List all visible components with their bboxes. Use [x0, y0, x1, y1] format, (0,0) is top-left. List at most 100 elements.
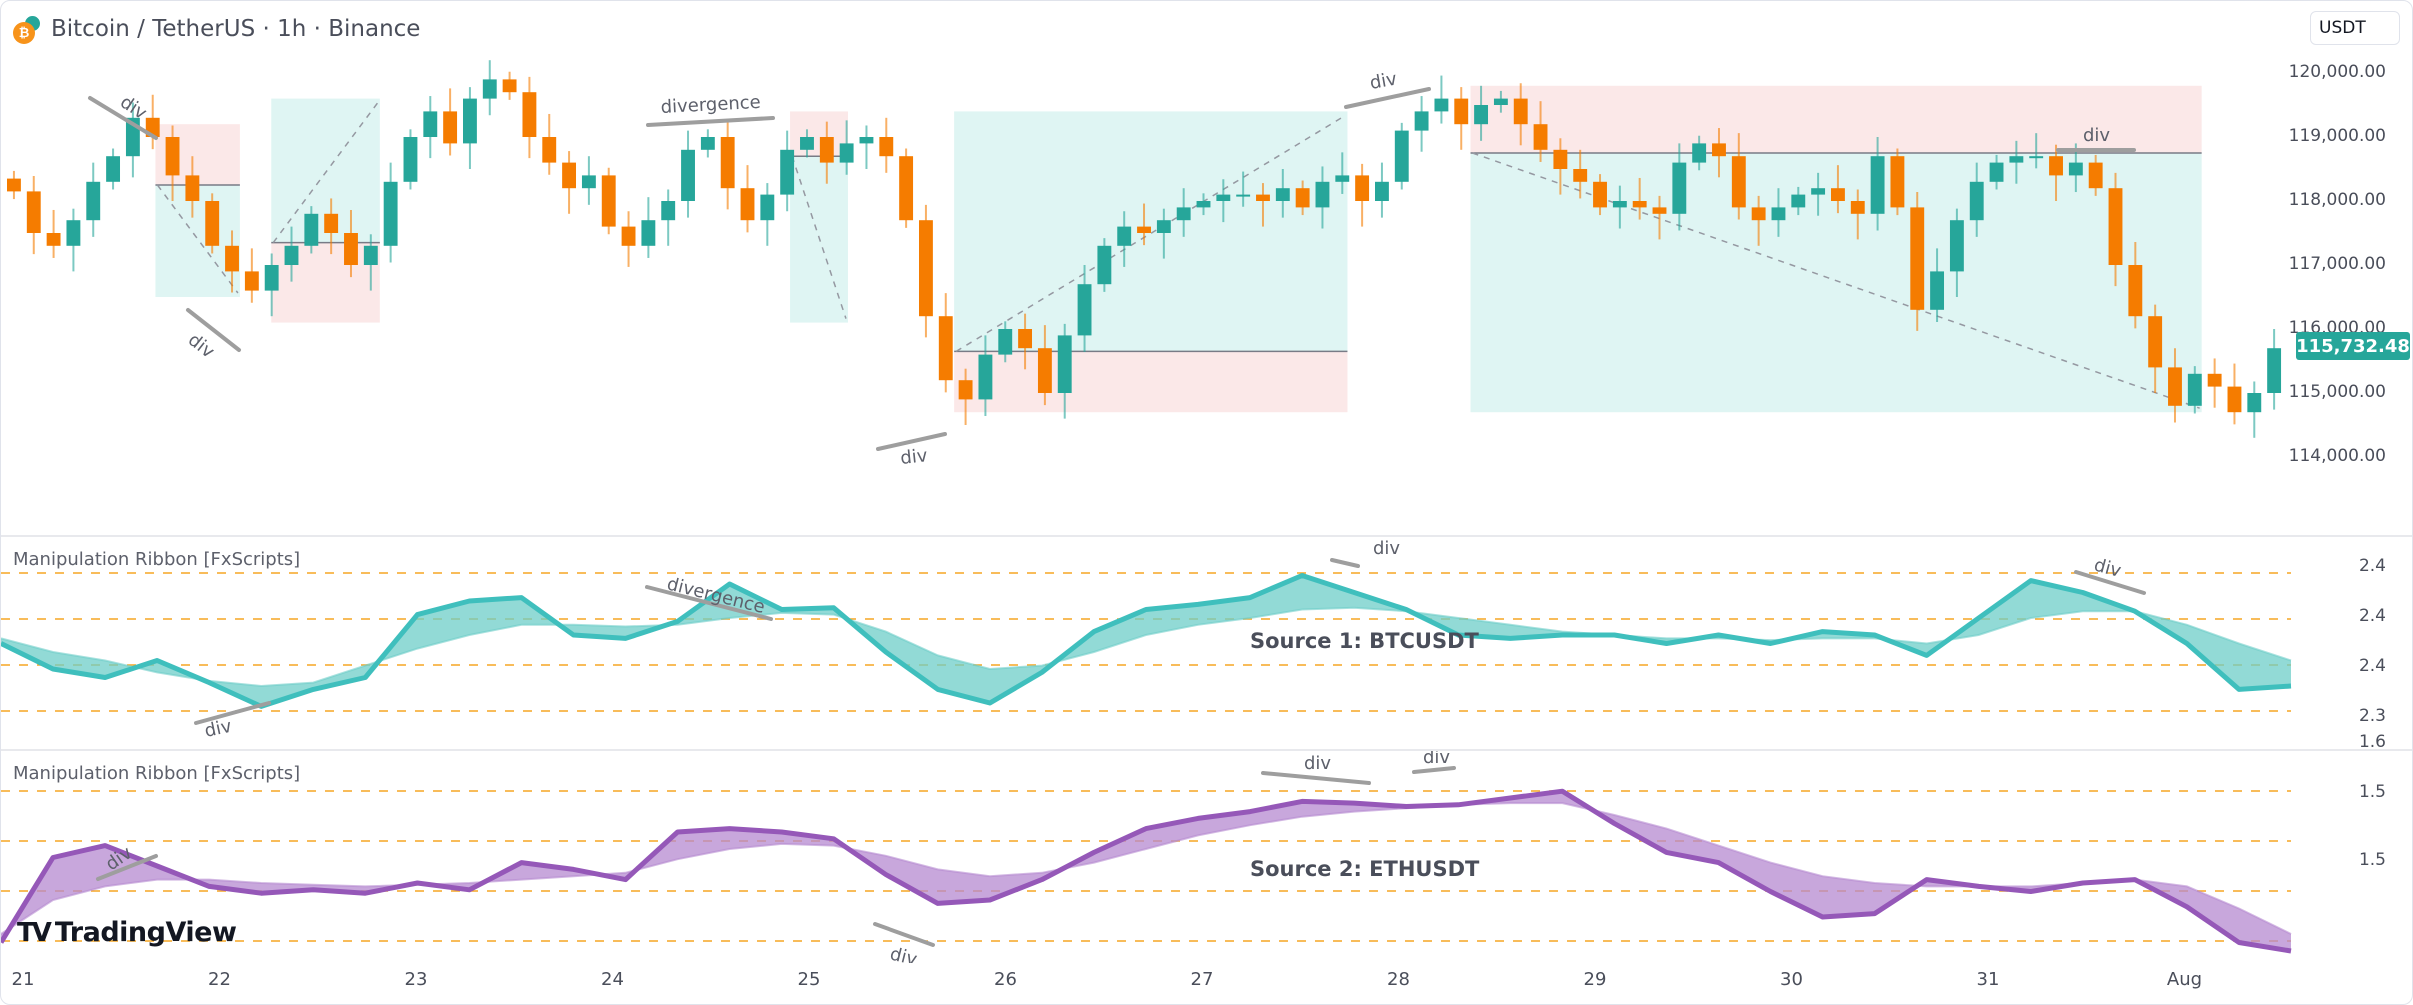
- time-tick: 25: [797, 969, 821, 990]
- divergence-line[interactable]: [1330, 558, 1360, 568]
- candle: [1057, 335, 1072, 393]
- divergence-line[interactable]: [645, 585, 773, 621]
- candle: [1533, 124, 1548, 150]
- candle: [344, 233, 358, 265]
- indicator-title[interactable]: Manipulation Ribbon [FxScripts]: [13, 549, 301, 570]
- candle: [1137, 226, 1151, 233]
- candle: [1077, 284, 1092, 336]
- candle: [1117, 226, 1132, 246]
- take-profit-zone[interactable]: [155, 185, 240, 297]
- divergence-line[interactable]: [876, 432, 947, 451]
- candle: [2227, 386, 2242, 413]
- annotation-label: div: [888, 943, 920, 963]
- last-price-label: 115,732.48: [2296, 332, 2410, 361]
- candle: [1692, 143, 1707, 163]
- indicator-tick: 2.4: [2358, 556, 2386, 576]
- watermark-text: TradingView: [54, 917, 237, 948]
- candle: [86, 181, 101, 221]
- candle: [1216, 194, 1231, 201]
- candle: [720, 137, 735, 189]
- candle: [1910, 207, 1925, 310]
- price-tick: 119,000.00: [2288, 126, 2386, 146]
- candle: [1989, 162, 2004, 182]
- currency-unit-button[interactable]: USDT: [2310, 11, 2400, 45]
- indicator-tick: 1.6: [2358, 732, 2386, 752]
- tradingview-logo[interactable]: TV TradingView: [17, 917, 237, 948]
- candle: [205, 201, 220, 246]
- time-tick: 23: [404, 969, 428, 990]
- candle: [7, 178, 21, 192]
- price-tick: 115,000.00: [2288, 382, 2386, 402]
- candle: [1612, 201, 1627, 208]
- candle: [324, 213, 339, 233]
- stop-loss-zone[interactable]: [790, 111, 848, 157]
- candle: [621, 226, 636, 246]
- candle: [1593, 181, 1607, 208]
- candle: [2267, 348, 2282, 393]
- candle: [879, 137, 894, 157]
- divergence-line[interactable]: [96, 854, 158, 881]
- time-tick: 28: [1387, 969, 1410, 990]
- candle: [1493, 98, 1508, 105]
- indicator-tick: 2.4: [2358, 606, 2386, 626]
- candle: [601, 175, 616, 227]
- indicator-pane-eth[interactable]: div div div div Manipulation Ribbon [FxScri…: [1, 751, 2412, 963]
- symbol-title: Bitcoin / TetherUS · 1h · Binance: [51, 16, 421, 42]
- divergence-line[interactable]: [186, 308, 241, 352]
- candle: [2187, 373, 2202, 406]
- candle: [1275, 188, 1290, 201]
- candle: [1811, 188, 1826, 195]
- candle: [1513, 98, 1528, 125]
- candle: [2148, 316, 2163, 368]
- divergence-line[interactable]: [646, 116, 775, 127]
- candle: [2128, 265, 2143, 317]
- candle: [2168, 367, 2182, 406]
- divergence-line[interactable]: [1344, 87, 1431, 109]
- candle: [1236, 194, 1251, 197]
- indicator-tick: 2.4: [2358, 656, 2386, 676]
- candle: [1315, 181, 1330, 208]
- candle: [978, 354, 993, 400]
- divergence-line[interactable]: [1412, 766, 1456, 774]
- indicator-title[interactable]: Manipulation Ribbon [FxScripts]: [13, 763, 301, 784]
- candle: [502, 79, 517, 93]
- candle: [1037, 348, 1052, 393]
- stop-loss-zone[interactable]: [1470, 85, 2202, 153]
- stop-loss-zone[interactable]: [954, 351, 1348, 413]
- candle: [2049, 156, 2063, 176]
- divergence-line[interactable]: [194, 701, 271, 725]
- candle: [1632, 201, 1647, 208]
- indicator-pane-btc[interactable]: div divergence div div Manipulation Ribbon …: [1, 537, 2412, 749]
- candle: [1196, 201, 1211, 208]
- candle: [423, 111, 438, 137]
- annotation-label: div: [899, 445, 928, 469]
- candle: [2068, 162, 2083, 176]
- time-tick: 29: [1583, 969, 1607, 990]
- pane-divider[interactable]: [1, 749, 2412, 751]
- divergence-line[interactable]: [1261, 771, 1371, 785]
- symbol-header[interactable]: ₿ Bitcoin / TetherUS · 1h · Binance: [13, 11, 420, 47]
- candle: [681, 149, 695, 201]
- candle: [700, 137, 715, 150]
- candle: [1870, 156, 1885, 214]
- candle: [1553, 149, 1568, 169]
- source-label-btc: Source 1: BTCUSDT: [1250, 629, 1479, 653]
- divergence-line[interactable]: [88, 96, 158, 140]
- divergence-line[interactable]: [2074, 570, 2146, 595]
- candle: [1930, 271, 1945, 310]
- candle: [780, 149, 795, 195]
- price-pane[interactable]: div div divergence div div div: [1, 1, 2413, 535]
- candle: [800, 137, 814, 150]
- divergence-line[interactable]: [873, 922, 935, 947]
- candle: [1414, 111, 1429, 131]
- tradingview-logo-icon: TV: [17, 917, 52, 948]
- pane-divider[interactable]: [1, 535, 2412, 537]
- candle: [1751, 207, 1766, 221]
- candle: [661, 201, 676, 221]
- candle: [1731, 156, 1746, 208]
- price-tick: 114,000.00: [2288, 446, 2386, 466]
- price-tick: 120,000.00: [2288, 62, 2386, 82]
